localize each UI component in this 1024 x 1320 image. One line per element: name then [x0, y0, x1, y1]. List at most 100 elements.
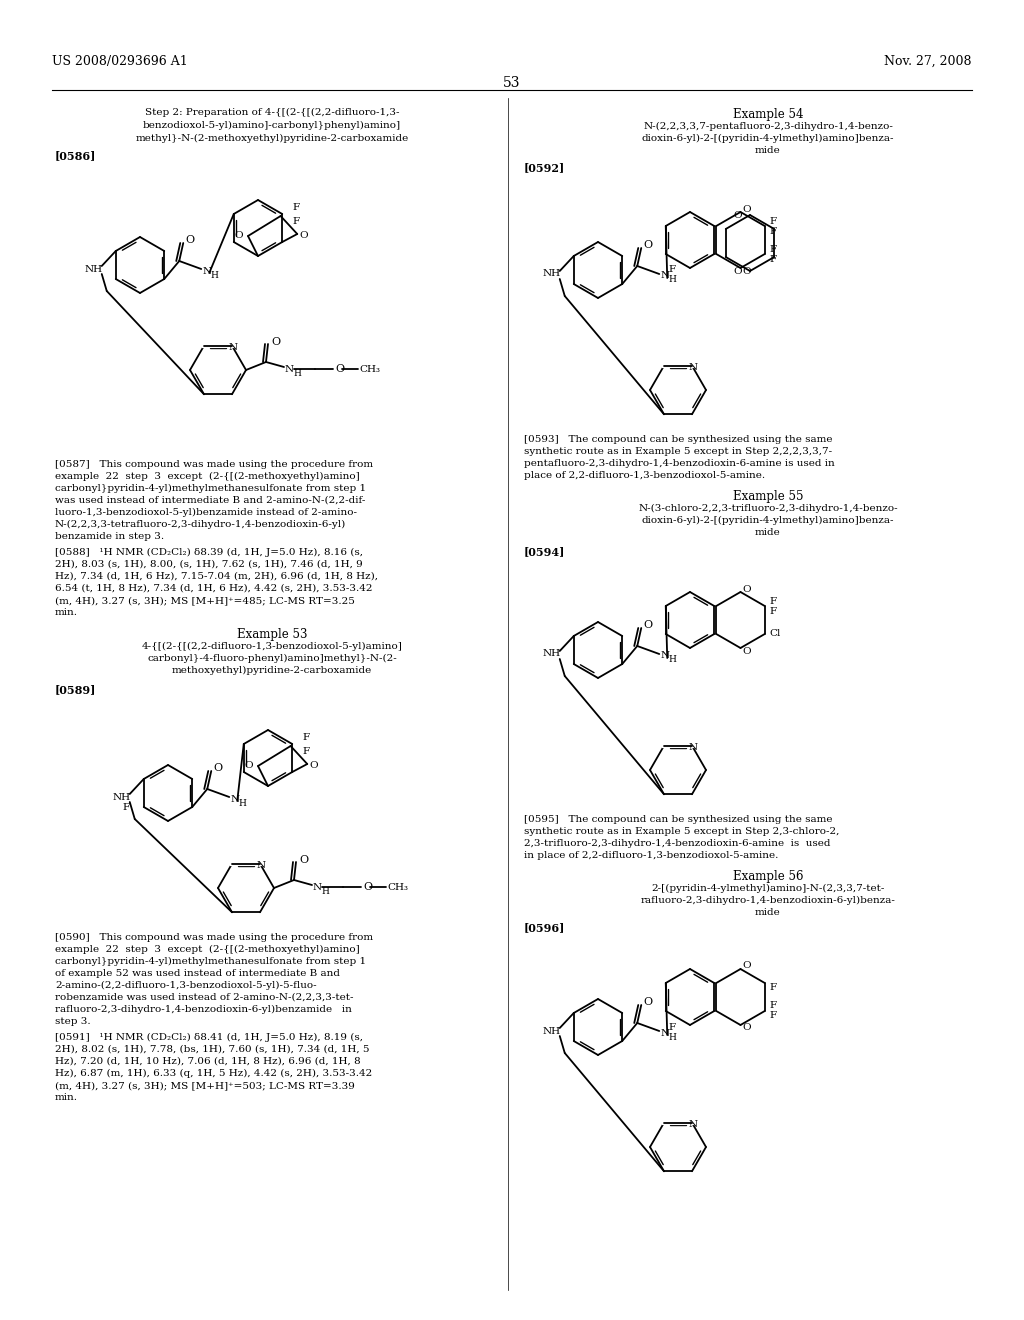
Text: F: F: [122, 803, 129, 812]
Text: H: H: [239, 799, 246, 808]
Text: N: N: [688, 743, 697, 752]
Text: 2H), 8.02 (s, 1H), 7.78, (bs, 1H), 7.60 (s, 1H), 7.34 (d, 1H, 5: 2H), 8.02 (s, 1H), 7.78, (bs, 1H), 7.60 …: [55, 1045, 370, 1053]
Text: O: O: [299, 231, 308, 240]
Text: 53: 53: [503, 77, 521, 90]
Text: F: F: [303, 734, 309, 742]
Text: O: O: [362, 882, 372, 892]
Text: NH: NH: [543, 1027, 561, 1035]
Text: N: N: [230, 795, 240, 804]
Text: rafluoro-2,3-dihydro-1,4-benzodioxin-6-yl)benzamide   in: rafluoro-2,3-dihydro-1,4-benzodioxin-6-y…: [55, 1005, 352, 1014]
Text: dioxin-6-yl)-2-[(pyridin-4-ylmethyl)amino]benza-: dioxin-6-yl)-2-[(pyridin-4-ylmethyl)amin…: [642, 135, 894, 143]
Text: O: O: [742, 1023, 752, 1032]
Text: synthetic route as in Example 5 except in Step 2,2,2,3,3,7-: synthetic route as in Example 5 except i…: [524, 447, 833, 455]
Text: Hz), 7.20 (d, 1H, 10 Hz), 7.06 (d, 1H, 8 Hz), 6.96 (d, 1H, 8: Hz), 7.20 (d, 1H, 10 Hz), 7.06 (d, 1H, 8…: [55, 1057, 360, 1067]
Text: pentafluoro-2,3-dihydro-1,4-benzodioxin-6-amine is used in: pentafluoro-2,3-dihydro-1,4-benzodioxin-…: [524, 459, 835, 469]
Text: robenzamide was used instead of 2-amino-N-(2,2,3,3-tet-: robenzamide was used instead of 2-amino-…: [55, 993, 353, 1002]
Text: N: N: [256, 861, 265, 870]
Text: 4-{[(2-{[(2,2-difluoro-1,3-benzodioxol-5-yl)amino]: 4-{[(2-{[(2,2-difluoro-1,3-benzodioxol-5…: [141, 642, 402, 651]
Text: N-(2,2,3,3-tetrafluoro-2,3-dihydro-1,4-benzodioxin-6-yl): N-(2,2,3,3-tetrafluoro-2,3-dihydro-1,4-b…: [55, 520, 346, 529]
Text: O: O: [185, 235, 195, 246]
Text: Example 55: Example 55: [733, 490, 803, 503]
Text: Step 2: Preparation of 4-{[(2-{[(2,2-difluoro-1,3-: Step 2: Preparation of 4-{[(2-{[(2,2-dif…: [144, 108, 399, 117]
Text: Cl: Cl: [770, 630, 781, 639]
Text: 6.54 (t, 1H, 8 Hz), 7.34 (d, 1H, 6 Hz), 4.42 (s, 2H), 3.53-3.42: 6.54 (t, 1H, 8 Hz), 7.34 (d, 1H, 6 Hz), …: [55, 583, 373, 593]
Text: step 3.: step 3.: [55, 1016, 91, 1026]
Text: N: N: [660, 272, 670, 281]
Text: was used instead of intermediate B and 2-amino-N-(2,2-dif-: was used instead of intermediate B and 2…: [55, 496, 366, 506]
Text: F: F: [770, 255, 777, 264]
Text: Example 53: Example 53: [237, 628, 307, 642]
Text: [0587]   This compound was made using the procedure from: [0587] This compound was made using the …: [55, 459, 373, 469]
Text: example  22  step  3  except  (2-{[(2-methoxyethyl)amino]: example 22 step 3 except (2-{[(2-methoxy…: [55, 945, 359, 954]
Text: Example 56: Example 56: [733, 870, 803, 883]
Text: O: O: [733, 210, 742, 219]
Text: N: N: [660, 1028, 670, 1038]
Text: methyl}-N-(2-methoxyethyl)pyridine-2-carboxamide: methyl}-N-(2-methoxyethyl)pyridine-2-car…: [135, 135, 409, 143]
Text: carbonyl}-4-fluoro-phenyl)amino]methyl}-N-(2-: carbonyl}-4-fluoro-phenyl)amino]methyl}-…: [147, 653, 397, 663]
Text: H: H: [669, 276, 676, 285]
Text: F: F: [770, 1001, 777, 1010]
Text: NH: NH: [85, 264, 102, 273]
Text: H: H: [210, 271, 218, 280]
Text: O: O: [643, 997, 652, 1007]
Text: mide: mide: [755, 908, 781, 917]
Text: O: O: [335, 364, 344, 374]
Text: F: F: [770, 244, 777, 253]
Text: in place of 2,2-difluoro-1,3-benzodioxol-5-amine.: in place of 2,2-difluoro-1,3-benzodioxol…: [524, 851, 778, 861]
Text: Hz), 7.34 (d, 1H, 6 Hz), 7.15-7.04 (m, 2H), 6.96 (d, 1H, 8 Hz),: Hz), 7.34 (d, 1H, 6 Hz), 7.15-7.04 (m, 2…: [55, 572, 378, 581]
Text: N: N: [203, 267, 211, 276]
Text: F: F: [293, 203, 300, 213]
Text: min.: min.: [55, 609, 78, 616]
Text: N-(2,2,3,3,7-pentafluoro-2,3-dihydro-1,4-benzo-: N-(2,2,3,3,7-pentafluoro-2,3-dihydro-1,4…: [643, 121, 893, 131]
Text: H: H: [321, 887, 329, 896]
Text: mide: mide: [755, 528, 781, 537]
Text: O: O: [742, 267, 752, 276]
Text: luoro-1,3-benzodioxol-5-yl)benzamide instead of 2-amino-: luoro-1,3-benzodioxol-5-yl)benzamide ins…: [55, 508, 357, 517]
Text: (m, 4H), 3.27 (s, 3H); MS [M+H]⁺=503; LC-MS RT=3.39: (m, 4H), 3.27 (s, 3H); MS [M+H]⁺=503; LC…: [55, 1081, 355, 1090]
Text: O: O: [742, 647, 752, 656]
Text: O: O: [213, 763, 222, 774]
Text: of example 52 was used instead of intermediate B and: of example 52 was used instead of interm…: [55, 969, 340, 978]
Text: H: H: [669, 1032, 676, 1041]
Text: benzamide in step 3.: benzamide in step 3.: [55, 532, 164, 541]
Text: F: F: [293, 218, 300, 227]
Text: benzodioxol-5-yl)amino]-carbonyl}phenyl)amino]: benzodioxol-5-yl)amino]-carbonyl}phenyl)…: [143, 121, 401, 131]
Text: F: F: [770, 982, 777, 991]
Text: F: F: [303, 747, 309, 756]
Text: example  22  step  3  except  (2-{[(2-methoxyethyl)amino]: example 22 step 3 except (2-{[(2-methoxy…: [55, 473, 359, 480]
Text: O: O: [309, 762, 317, 771]
Text: N: N: [228, 343, 238, 352]
Text: N: N: [313, 883, 323, 892]
Text: F: F: [669, 265, 676, 275]
Text: N-(3-chloro-2,2,3-trifluoro-2,3-dihydro-1,4-benzo-: N-(3-chloro-2,2,3-trifluoro-2,3-dihydro-…: [638, 504, 898, 513]
Text: Nov. 27, 2008: Nov. 27, 2008: [885, 55, 972, 69]
Text: N: N: [688, 363, 697, 372]
Text: 2H), 8.03 (s, 1H), 8.00, (s, 1H), 7.62 (s, 1H), 7.46 (d, 1H, 9: 2H), 8.03 (s, 1H), 8.00, (s, 1H), 7.62 (…: [55, 560, 362, 569]
Text: N: N: [688, 1121, 697, 1129]
Text: 2,3-trifluoro-2,3-dihydro-1,4-benzodioxin-6-amine  is  used: 2,3-trifluoro-2,3-dihydro-1,4-benzodioxi…: [524, 840, 830, 847]
Text: synthetic route as in Example 5 except in Step 2,3-chloro-2,: synthetic route as in Example 5 except i…: [524, 828, 840, 836]
Text: H: H: [669, 656, 676, 664]
Text: dioxin-6-yl)-2-[(pyridin-4-ylmethyl)amino]benza-: dioxin-6-yl)-2-[(pyridin-4-ylmethyl)amin…: [642, 516, 894, 525]
Text: [0595]   The compound can be synthesized using the same: [0595] The compound can be synthesized u…: [524, 814, 833, 824]
Text: [0591]   ¹H NMR (CD₂Cl₂) δ8.41 (d, 1H, J=5.0 Hz), 8.19 (s,: [0591] ¹H NMR (CD₂Cl₂) δ8.41 (d, 1H, J=5…: [55, 1034, 362, 1041]
Text: NH: NH: [113, 792, 131, 801]
Text: F: F: [770, 606, 777, 615]
Text: N: N: [285, 366, 294, 375]
Text: 2-amino-(2,2-difluoro-1,3-benzodioxol-5-yl)-5-fluo-: 2-amino-(2,2-difluoro-1,3-benzodioxol-5-…: [55, 981, 316, 990]
Text: F: F: [770, 227, 777, 235]
Text: NH: NH: [543, 649, 561, 659]
Text: O: O: [742, 585, 752, 594]
Text: rafluoro-2,3-dihydro-1,4-benzodioxin-6-yl)benza-: rafluoro-2,3-dihydro-1,4-benzodioxin-6-y…: [641, 896, 895, 906]
Text: place of 2,2-difluoro-1,3-benzodioxol-5-amine.: place of 2,2-difluoro-1,3-benzodioxol-5-…: [524, 471, 765, 480]
Text: O: O: [643, 620, 652, 630]
Text: O: O: [234, 231, 244, 240]
Text: Example 54: Example 54: [733, 108, 803, 121]
Text: F: F: [669, 1023, 676, 1031]
Text: O: O: [742, 961, 752, 970]
Text: F: F: [770, 1011, 777, 1019]
Text: CH₃: CH₃: [359, 364, 380, 374]
Text: min.: min.: [55, 1093, 78, 1102]
Text: [0594]: [0594]: [524, 546, 565, 557]
Text: [0589]: [0589]: [55, 684, 96, 696]
